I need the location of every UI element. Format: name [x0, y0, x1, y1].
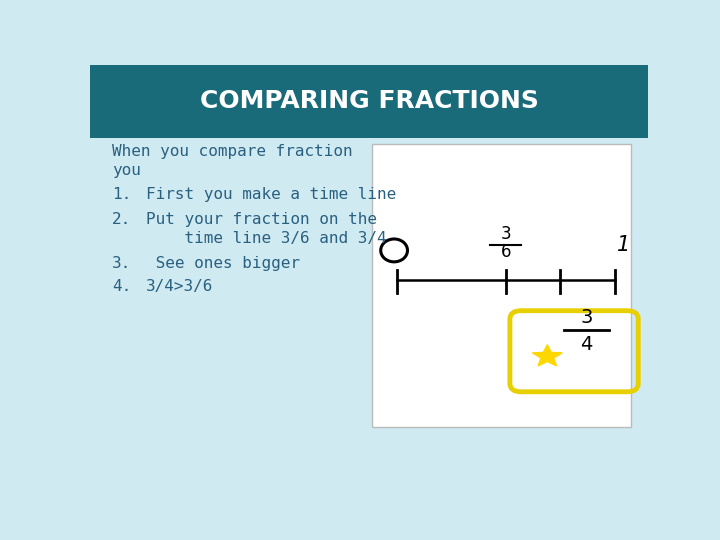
Polygon shape [532, 345, 562, 366]
Text: 1.: 1. [112, 187, 132, 202]
Text: 3: 3 [580, 308, 593, 327]
Text: COMPARING FRACTIONS: COMPARING FRACTIONS [199, 89, 539, 113]
Text: 3.: 3. [112, 256, 132, 271]
FancyBboxPatch shape [90, 65, 648, 138]
Text: 4: 4 [580, 335, 593, 354]
Text: you: you [112, 163, 141, 178]
FancyBboxPatch shape [372, 144, 631, 427]
Text: See ones bigger: See ones bigger [145, 256, 300, 271]
Text: First you make a time line: First you make a time line [145, 187, 396, 202]
Text: When you compare fraction: When you compare fraction [112, 144, 353, 159]
Text: time line 3/6 and 3/4: time line 3/6 and 3/4 [145, 231, 387, 246]
Text: Put your fraction on the: Put your fraction on the [145, 212, 377, 227]
Text: 1: 1 [617, 234, 631, 254]
Text: 3: 3 [500, 225, 511, 242]
Text: 3/4>3/6: 3/4>3/6 [145, 279, 213, 294]
Text: 6: 6 [500, 243, 511, 261]
Text: 4.: 4. [112, 279, 132, 294]
Text: 2.: 2. [112, 212, 132, 227]
